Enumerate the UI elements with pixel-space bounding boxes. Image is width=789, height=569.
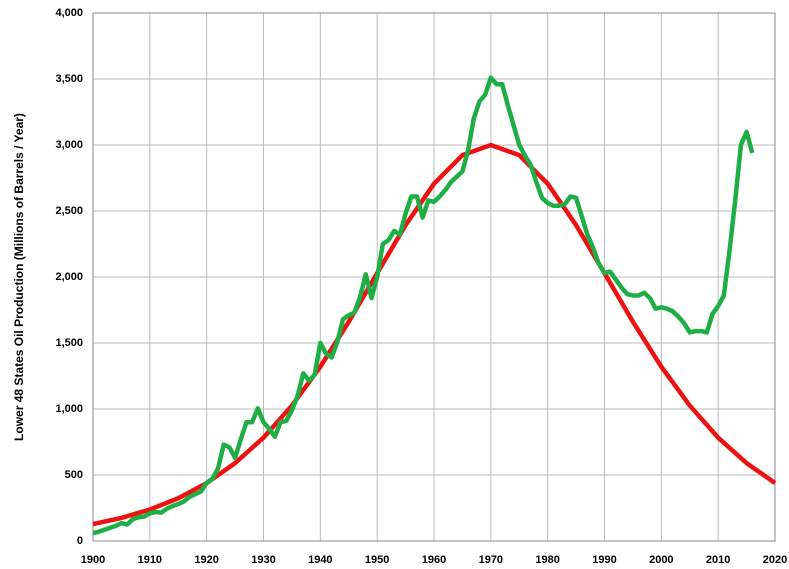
y-tick-label: 3,000 <box>55 139 83 151</box>
x-tick-label: 1950 <box>365 554 389 566</box>
x-tick-label: 1970 <box>479 554 503 566</box>
y-tick-label: 0 <box>77 535 83 547</box>
y-tick-label: 2,000 <box>55 271 83 283</box>
x-tick-label: 1980 <box>535 554 559 566</box>
x-tick-label: 2010 <box>706 554 730 566</box>
y-tick-label: 1,000 <box>55 403 83 415</box>
plot-border <box>92 12 776 542</box>
y-tick-label: 4,000 <box>55 7 83 19</box>
x-tick-label: 1910 <box>138 554 162 566</box>
x-tick-label: 1960 <box>422 554 446 566</box>
x-tick-label: 2020 <box>763 554 787 566</box>
y-tick-label: 2,500 <box>55 205 83 217</box>
y-tick-label: 500 <box>65 469 83 481</box>
x-tick-label: 1920 <box>194 554 218 566</box>
y-axis-label: Lower 48 States Oil Production (Millions… <box>12 113 26 441</box>
x-tick-label: 1930 <box>251 554 275 566</box>
data-line <box>92 75 755 536</box>
x-tick-label: 1990 <box>592 554 616 566</box>
x-tick-label: 2000 <box>649 554 673 566</box>
x-tick-label: 1900 <box>81 554 105 566</box>
y-tick-label: 3,500 <box>55 73 83 85</box>
y-tick-label: 1,500 <box>55 337 83 349</box>
x-tick-label: 1940 <box>308 554 332 566</box>
